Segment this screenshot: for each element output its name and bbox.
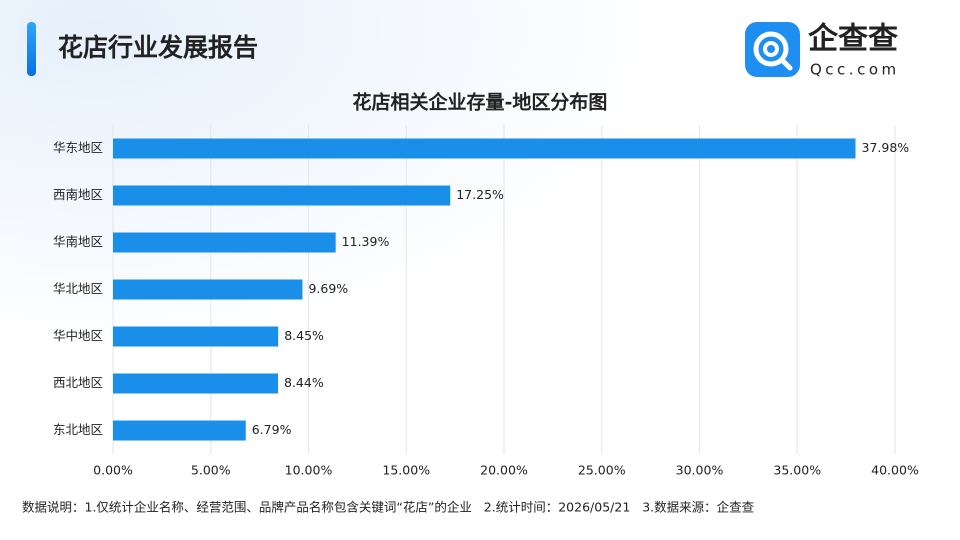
- logo-ring-inner: [763, 41, 779, 57]
- x-tick-label: 0.00%: [93, 463, 133, 478]
- value-label: 9.69%: [308, 281, 348, 296]
- logo-tail: [779, 57, 793, 71]
- bar: [113, 185, 451, 206]
- y-tick-label: 华东地区: [53, 140, 103, 155]
- x-tick-label: 20.00%: [480, 463, 528, 478]
- logo-sub: Qcc.com: [810, 61, 900, 79]
- x-tick-label: 35.00%: [773, 463, 821, 478]
- value-label: 11.39%: [342, 234, 390, 249]
- y-tick-label: 西南地区: [53, 187, 103, 202]
- logo-ring: [753, 31, 789, 67]
- bar: [113, 420, 246, 441]
- value-label: 6.79%: [252, 422, 292, 437]
- y-tick-label: 华中地区: [53, 328, 103, 343]
- value-label: 37.98%: [862, 140, 910, 155]
- accent-bar: [27, 22, 36, 76]
- bar: [113, 373, 279, 394]
- footer-note: 数据说明：1.仅统计企业名称、经营范围、品牌产品名称包含关键词“花店”的企业 2…: [22, 500, 755, 515]
- x-tick-label: 10.00%: [285, 463, 333, 478]
- bar: [113, 138, 856, 159]
- value-label: 8.44%: [284, 375, 324, 390]
- chart-title: 花店相关企业存量-地区分布图: [353, 91, 608, 114]
- value-label: 8.45%: [284, 328, 324, 343]
- value-label: 17.25%: [456, 187, 504, 202]
- bar: [113, 232, 336, 253]
- bar: [113, 279, 303, 300]
- y-tick-label: 华南地区: [53, 234, 103, 249]
- y-tick-label: 东北地区: [53, 422, 103, 437]
- y-tick-label: 华北地区: [53, 281, 103, 296]
- x-tick-label: 5.00%: [191, 463, 231, 478]
- x-tick-label: 30.00%: [676, 463, 724, 478]
- page-title: 花店行业发展报告: [58, 33, 258, 62]
- logo-text: 企查查: [808, 22, 898, 57]
- y-tick-label: 西北地区: [53, 375, 103, 390]
- bar: [113, 326, 279, 347]
- x-tick-label: 15.00%: [382, 463, 430, 478]
- x-tick-label: 40.00%: [871, 463, 919, 478]
- x-tick-label: 25.00%: [578, 463, 626, 478]
